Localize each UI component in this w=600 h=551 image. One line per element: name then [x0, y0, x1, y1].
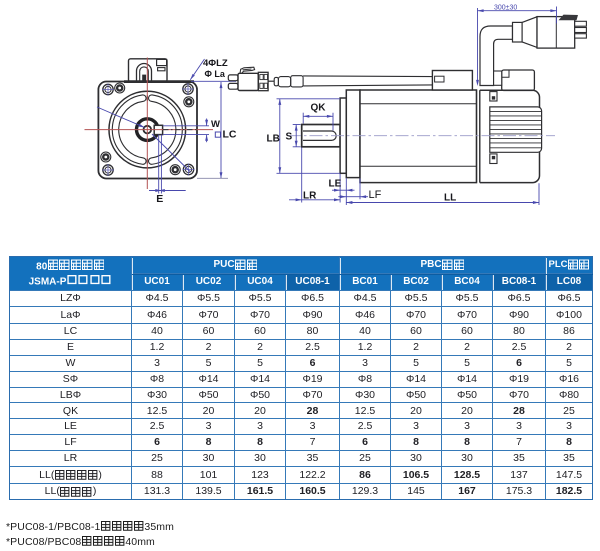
svg-text:S: S — [286, 132, 293, 143]
svg-text:LL: LL — [444, 193, 456, 204]
svg-text:Φ La: Φ La — [205, 69, 226, 79]
svg-text:LF: LF — [369, 189, 382, 201]
svg-text:LR: LR — [303, 191, 317, 202]
svg-text:LB: LB — [267, 134, 280, 145]
svg-text:E: E — [156, 193, 163, 205]
svg-text:W: W — [211, 119, 220, 130]
svg-text:4ΦLZ: 4ΦLZ — [203, 58, 228, 69]
svg-text:LC: LC — [223, 129, 237, 141]
svg-text:LE: LE — [329, 179, 342, 190]
svg-text:300±30: 300±30 — [494, 4, 517, 11]
svg-text:QK: QK — [311, 103, 327, 114]
